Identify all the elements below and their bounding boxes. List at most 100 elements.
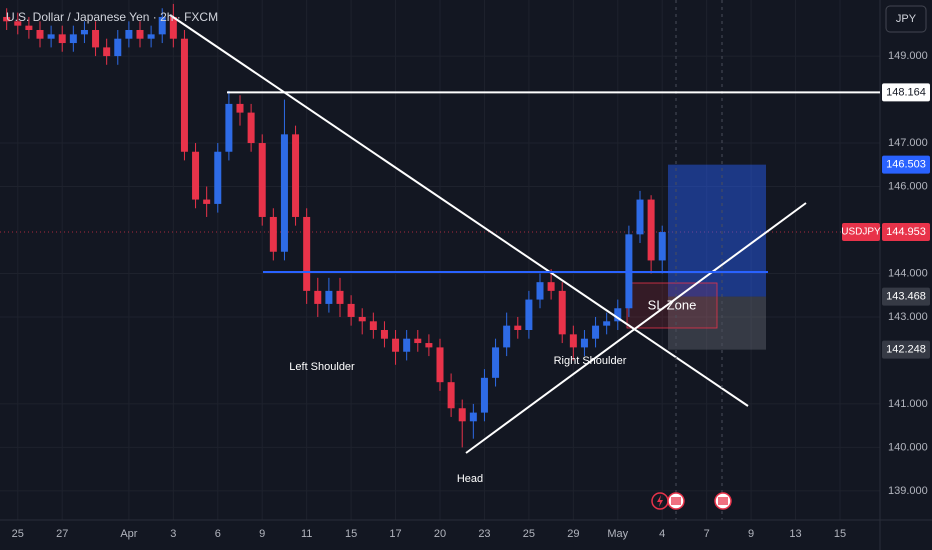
- candle-body: [203, 199, 211, 204]
- candle-body: [303, 216, 311, 291]
- y-tick-label: 147.000: [888, 137, 928, 149]
- candle-body: [536, 282, 544, 300]
- trendline: [465, 202, 807, 454]
- candle-body: [558, 290, 566, 335]
- x-tick-label: 11: [301, 528, 312, 540]
- candle-body: [658, 232, 666, 261]
- candle-body: [325, 290, 333, 304]
- y-tick-label: 140.000: [888, 441, 928, 453]
- annotation: Head: [457, 473, 483, 485]
- candle-body: [247, 112, 255, 144]
- x-tick-label: 15: [345, 528, 357, 540]
- candle-body: [180, 38, 188, 152]
- candle-body: [380, 330, 388, 339]
- candle-body: [125, 30, 133, 39]
- candle-body: [269, 216, 277, 252]
- candle-body: [369, 321, 377, 330]
- y-tick-label: 141.000: [888, 398, 928, 410]
- price-badge: [882, 83, 930, 102]
- candle-body: [36, 30, 44, 39]
- x-tick-label: 9: [748, 528, 754, 540]
- currency-button[interactable]: [885, 5, 927, 33]
- flag-icon: [718, 497, 728, 505]
- sl-zone-box: [626, 282, 718, 329]
- candle-body: [603, 321, 611, 326]
- candle-body: [80, 30, 88, 35]
- candle-body: [280, 134, 288, 252]
- price-badge-label: 142.248: [886, 344, 926, 356]
- price-badge-label: 148.164: [886, 86, 926, 98]
- x-tick-label: 4: [659, 528, 665, 540]
- currency-label: JPY: [896, 13, 917, 25]
- candle-body: [392, 338, 400, 352]
- y-tick-label: 149.000: [888, 50, 928, 62]
- symbol-badge: [842, 223, 880, 242]
- x-tick-label: 13: [789, 528, 801, 540]
- candle-body: [147, 34, 155, 39]
- candle-body: [569, 334, 577, 348]
- candle-body: [3, 16, 11, 22]
- trendline: [169, 14, 749, 407]
- candle-body: [136, 30, 144, 39]
- x-tick-label: 6: [215, 528, 221, 540]
- x-tick-label: 25: [523, 528, 535, 540]
- candle-body: [469, 412, 477, 422]
- y-tick-label: 143.000: [888, 311, 928, 323]
- x-tick-label: 3: [170, 528, 176, 540]
- y-tick-label: 144.000: [888, 267, 928, 279]
- candle-body: [414, 338, 422, 344]
- candle-body: [114, 38, 122, 57]
- flag-icon: [671, 497, 681, 505]
- candle-body: [92, 30, 100, 48]
- candle-body: [103, 47, 111, 57]
- candle-body: [292, 134, 300, 217]
- annotation: Left Shoulder: [289, 361, 355, 373]
- x-tick-label: 25: [12, 528, 24, 540]
- x-tick-label: 15: [834, 528, 846, 540]
- x-tick-label: May: [607, 528, 628, 540]
- price-badges: 148.164 146.503 143.468 142.248 144.953 USDJP…: [841, 83, 930, 359]
- price-badge-label: 143.468: [886, 291, 926, 303]
- y-tick-label: 146.000: [888, 180, 928, 192]
- candle-body: [358, 316, 366, 322]
- candle-body: [158, 16, 166, 35]
- candle-body: [336, 290, 344, 304]
- price-badge-label: 144.953: [886, 226, 926, 238]
- chart-title: U.S. Dollar / Japanese Yen · 2h · FXCM: [6, 10, 218, 24]
- x-tick-label: 29: [567, 528, 579, 540]
- candle-body: [647, 199, 655, 261]
- event-icon: [657, 495, 663, 507]
- grid: 139.000 140.000 141.000 143.000 144.000 146.0…: [0, 0, 928, 540]
- candle-body: [525, 299, 533, 330]
- candle-body: [214, 151, 222, 204]
- x-tick-label: 7: [704, 528, 710, 540]
- candle-body: [47, 34, 55, 39]
- candle-body: [403, 338, 411, 352]
- candle-body: [169, 16, 177, 39]
- candle-body: [69, 34, 77, 44]
- candle-body: [592, 325, 600, 339]
- candle-body: [614, 308, 622, 322]
- annotation: Right Shoulder: [554, 355, 627, 367]
- candle-body: [25, 25, 33, 30]
- symbol-badge-label: USDJPY: [841, 227, 881, 238]
- candle-body: [514, 325, 522, 330]
- x-tick-label: Apr: [120, 528, 137, 540]
- candle-body: [580, 338, 588, 348]
- x-tick-label: 9: [259, 528, 265, 540]
- price-badge-label: 146.503: [886, 159, 926, 171]
- candle-body: [347, 303, 355, 317]
- x-tick-label: 20: [434, 528, 446, 540]
- candle-body: [14, 21, 22, 26]
- candle-body: [236, 103, 244, 113]
- y-tick-label: 139.000: [888, 485, 928, 497]
- candle-body: [480, 377, 488, 413]
- price-badge: [882, 155, 930, 174]
- candle-body: [458, 408, 466, 422]
- candle-body: [547, 282, 555, 291]
- price-badge: [882, 287, 930, 306]
- x-tick-label: 23: [478, 528, 490, 540]
- price-badge: [882, 223, 930, 242]
